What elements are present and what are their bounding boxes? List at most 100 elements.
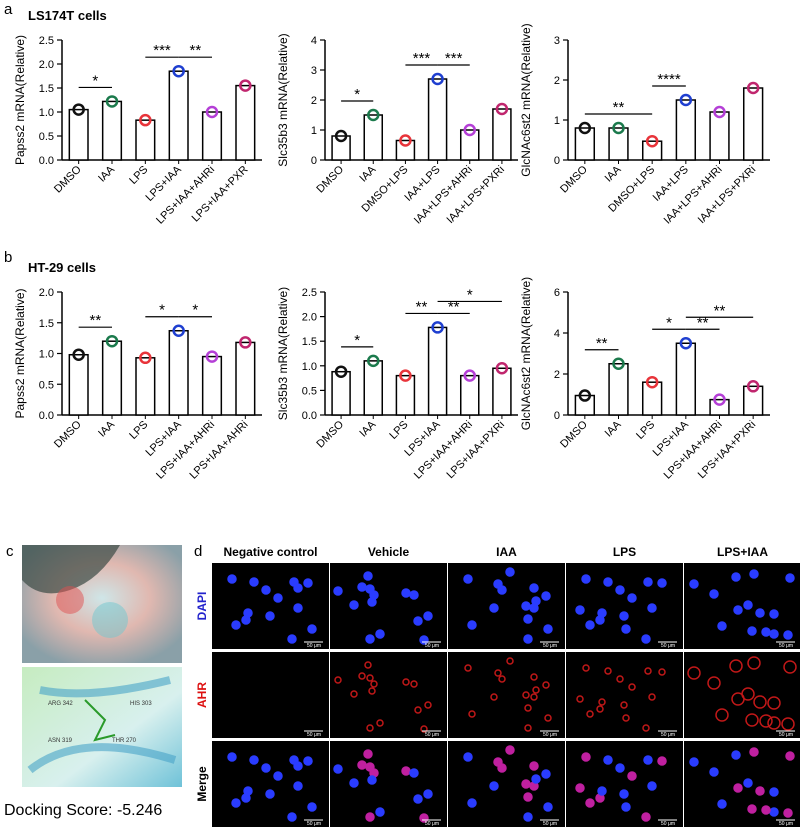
- significance-label: ***: [413, 50, 431, 67]
- cell: [333, 586, 343, 596]
- y-tick-label: 0.5: [39, 131, 54, 143]
- cell: [715, 708, 729, 722]
- cell: [294, 673, 302, 681]
- cell: [375, 629, 385, 639]
- cell: [243, 608, 253, 618]
- scale-bar-label: 50 μm: [425, 821, 439, 827]
- significance-label: **: [613, 99, 625, 116]
- x-tick-label: DMSO: [314, 163, 346, 195]
- cell: [747, 804, 757, 814]
- micrograph: [212, 652, 329, 738]
- bar: [68, 108, 89, 161]
- significance-label: *: [354, 332, 360, 349]
- row-title: LS174T cells: [28, 8, 107, 23]
- cell: [261, 585, 271, 595]
- y-tick-label: 3: [554, 35, 560, 47]
- cell: [615, 585, 625, 595]
- bar: [101, 340, 123, 416]
- cell: [265, 789, 275, 799]
- cell: [249, 577, 259, 587]
- y-tick-label: 1.0: [39, 349, 54, 361]
- cell: [523, 614, 533, 624]
- cell: [522, 691, 530, 699]
- significance-label: *: [92, 72, 98, 89]
- cell: [303, 756, 313, 766]
- mean-marker: [367, 354, 380, 368]
- x-tick-label: LPS+IAA+PXRi: [445, 419, 508, 482]
- scale-bar-label: 50 μm: [661, 732, 675, 738]
- scale-bar-label: 50 μm: [779, 643, 793, 649]
- x-tick-label: LPS+IAA+AHRi: [187, 419, 250, 482]
- bar: [742, 87, 764, 161]
- cell: [273, 593, 283, 603]
- mean-marker: [139, 113, 152, 127]
- cell: [357, 582, 367, 592]
- cell: [410, 680, 418, 688]
- cell: [401, 766, 411, 776]
- x-tick-label: LPS: [127, 164, 150, 187]
- significance-label: *: [159, 302, 165, 319]
- x-tick-label: IAA: [96, 418, 117, 439]
- cell: [597, 786, 607, 796]
- cell: [293, 583, 303, 593]
- cell: [596, 705, 604, 713]
- cell: [365, 762, 375, 772]
- cell: [367, 597, 377, 607]
- x-tick-label: LPS+IAA+AHRi: [154, 419, 217, 482]
- y-tick-label: 0: [311, 155, 317, 167]
- mean-marker: [105, 334, 119, 348]
- mean-marker: [612, 357, 625, 370]
- cell: [687, 666, 701, 680]
- bar: [427, 326, 448, 416]
- micrograph: [566, 652, 683, 738]
- cell: [228, 664, 236, 672]
- mean-marker: [367, 108, 380, 122]
- cell: [349, 600, 359, 610]
- significance-label: **: [714, 302, 726, 319]
- mean-marker: [431, 321, 444, 334]
- cell: [489, 781, 499, 791]
- cell: [582, 664, 590, 672]
- cell: [767, 716, 781, 730]
- cell: [231, 798, 241, 808]
- bar: [709, 398, 730, 416]
- row-header: AHR: [195, 682, 209, 708]
- mean-marker: [578, 121, 592, 135]
- y-tick-label: 0: [554, 155, 560, 167]
- cell: [731, 750, 741, 760]
- x-tick-label: IAA+LPS+AHRi: [412, 164, 475, 227]
- cell: [262, 675, 270, 683]
- x-tick-label: LPS+IAA+AHRi: [662, 419, 725, 482]
- mean-marker: [746, 380, 760, 393]
- cell: [273, 771, 283, 781]
- cell: [366, 674, 374, 682]
- cell: [658, 668, 666, 676]
- cell: [627, 593, 637, 603]
- significance-label: *: [354, 86, 360, 103]
- cell: [641, 634, 651, 644]
- significance-label: **: [596, 335, 608, 352]
- residue-label: HIS 303: [130, 701, 152, 707]
- cell: [365, 634, 375, 644]
- cell: [755, 786, 765, 796]
- y-tick-label: 4: [311, 35, 317, 47]
- cell: [494, 669, 502, 677]
- micrograph: [448, 652, 565, 738]
- x-tick-label: DMSO: [52, 163, 84, 195]
- cell: [627, 771, 637, 781]
- cell: [463, 752, 473, 762]
- cell: [293, 603, 303, 613]
- cell: [729, 659, 743, 673]
- cell: [769, 807, 779, 817]
- mean-marker: [495, 102, 509, 116]
- column-header: Vehicle: [368, 545, 410, 559]
- column-header: Negative control: [223, 545, 317, 559]
- cell: [643, 755, 653, 765]
- bar: [331, 370, 351, 416]
- cell: [761, 627, 771, 637]
- cell: [576, 695, 584, 703]
- cell: [733, 605, 743, 615]
- cell: [621, 802, 631, 812]
- x-tick-label: IAA+LPS+PXRi: [445, 164, 508, 227]
- y-tick-label: 1.5: [39, 83, 54, 95]
